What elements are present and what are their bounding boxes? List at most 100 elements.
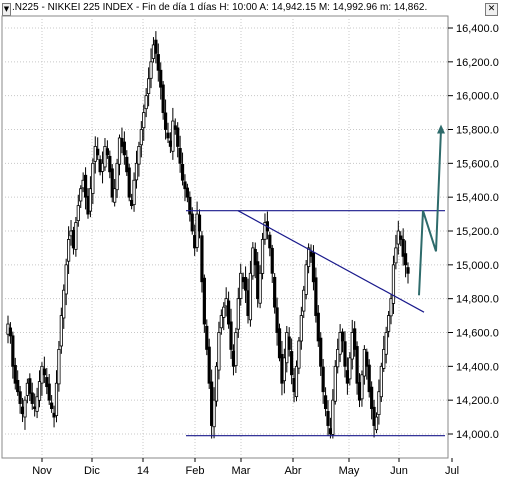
candle-layer [6, 31, 410, 439]
annotation-lines [186, 124, 445, 437]
candle-up [377, 391, 381, 415]
projection-arrow [418, 129, 442, 296]
x-tick-label: Nov [32, 465, 52, 477]
projection-arrowhead [437, 124, 445, 134]
candle-down [178, 147, 182, 164]
y-tick-label: 14,400.0 [456, 361, 499, 373]
candle-down [227, 300, 231, 325]
candle-down [270, 247, 274, 274]
candle-up [149, 61, 153, 79]
candle-down [268, 234, 272, 249]
candle-down [30, 392, 34, 404]
y-tick-label: 16,200.0 [456, 57, 499, 69]
candle-down [399, 235, 403, 240]
candle-down [96, 148, 100, 156]
candle-up [248, 272, 253, 321]
candle-up [348, 357, 352, 380]
candle-up [331, 399, 335, 435]
candle-down [105, 148, 109, 156]
candle-up [236, 298, 240, 330]
candle-down [372, 406, 376, 426]
candle-up [144, 95, 148, 110]
candle-down [326, 411, 330, 426]
candle-down [122, 141, 126, 156]
candle-up [142, 112, 146, 129]
candle-up [222, 306, 226, 318]
y-tick-label: 16,000.0 [456, 91, 499, 103]
candle-down [18, 391, 22, 404]
candle-down [108, 155, 112, 173]
close-icon[interactable]: ✕ [485, 3, 498, 16]
candle-up [54, 382, 59, 416]
candle-up [139, 129, 143, 146]
candle-down [202, 277, 206, 325]
candle-up [212, 399, 216, 428]
descending-trendline [237, 210, 425, 313]
candle-down [161, 84, 165, 113]
y-tick-label: 14,000.0 [456, 429, 499, 441]
candle-up [137, 146, 141, 165]
candle-down [277, 328, 282, 359]
candle-down [8, 327, 13, 337]
candle-down [401, 239, 405, 257]
candle-down [311, 252, 316, 283]
candle-up [391, 264, 396, 304]
candle-up [374, 416, 379, 431]
chart-title: .N225 - NIKKEI 225 INDEX - Fin de día 1 … [12, 2, 428, 13]
candle-up [147, 78, 151, 95]
x-tick-label: Jul [445, 465, 459, 477]
candle-up [91, 162, 95, 194]
candle-down [290, 351, 294, 376]
candle-down [176, 127, 180, 147]
y-tick-label: 15,800.0 [456, 125, 499, 137]
x-tick-label: Dic [84, 465, 100, 477]
candle-down [166, 132, 170, 139]
candle-up [379, 365, 383, 398]
candle-up [258, 272, 262, 304]
axis-layer: 14,000.0 14,200.0 14,400.0 14,600.0 14,800.0… [32, 23, 499, 477]
candle-up [297, 340, 301, 369]
candle-down [287, 336, 291, 350]
candle-down [50, 402, 54, 410]
candle-up [239, 272, 243, 299]
candle-up [171, 120, 175, 152]
candle-up [100, 162, 105, 172]
candle-down [323, 395, 328, 410]
candle-down [154, 39, 158, 54]
candle-down [11, 335, 15, 367]
candle-down [42, 368, 46, 376]
candle-down [163, 112, 168, 130]
candle-up [115, 162, 119, 191]
candle-down [185, 187, 189, 198]
candle-up [214, 365, 219, 402]
candle-up [59, 315, 63, 347]
y-tick-label: 15,200.0 [456, 226, 499, 238]
plot-frame [1, 15, 449, 459]
x-tick-label: Mar [232, 465, 251, 477]
candle-down [200, 235, 204, 283]
candle-down [16, 379, 20, 393]
candle-down [273, 276, 277, 308]
candle-down [197, 214, 202, 232]
candle-down [183, 181, 187, 190]
candle-down [28, 378, 32, 394]
y-tick-label: 14,200.0 [456, 395, 499, 407]
candle-up [333, 365, 337, 402]
candle-down [355, 346, 359, 384]
y-tick-label: 14,800.0 [456, 294, 499, 306]
candle-down [125, 156, 129, 173]
candle-up [67, 239, 71, 262]
y-tick-label: 16,400.0 [456, 23, 499, 35]
candle-down [156, 54, 160, 71]
candle-down [243, 277, 248, 291]
candle-up [117, 137, 122, 165]
candle-up [219, 315, 223, 329]
candle-up [217, 332, 221, 371]
candle-up [113, 188, 117, 203]
candle-up [260, 239, 265, 274]
candle-up [79, 188, 83, 202]
candle-down [110, 168, 114, 198]
candle-up [304, 264, 308, 295]
